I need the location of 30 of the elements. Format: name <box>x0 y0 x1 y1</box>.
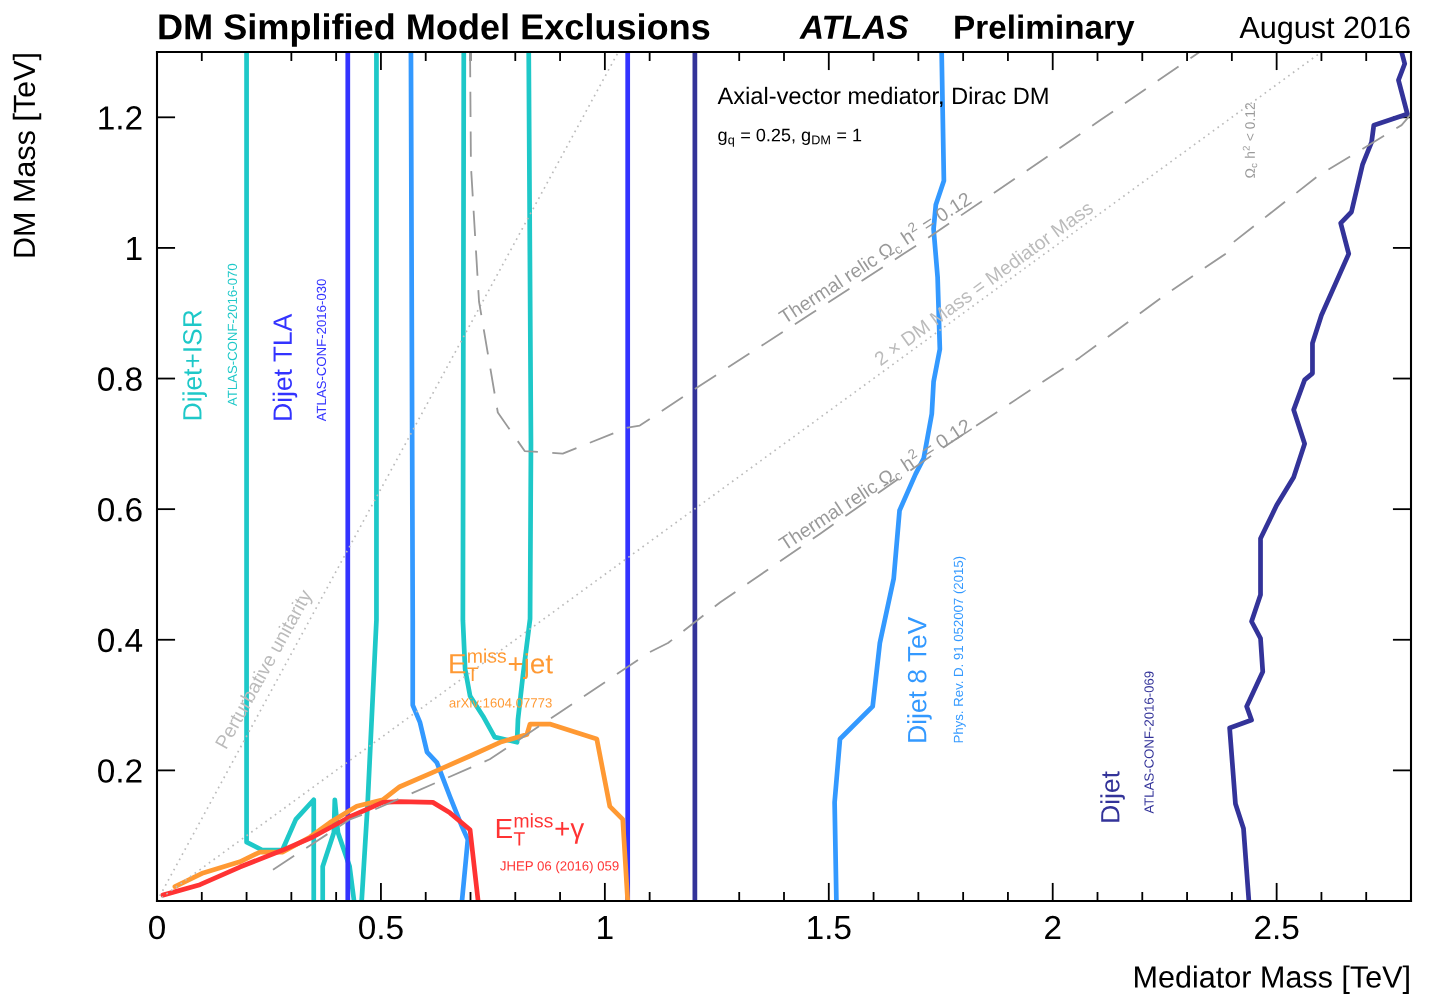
text: Dijet+ISR <box>182 310 207 420</box>
text: ATLAS <box>799 15 909 39</box>
y-tick-label: 0.4 <box>98 628 143 653</box>
x-tick-label: 1.5 <box>808 916 851 940</box>
y-tick-label: 0.6 <box>98 497 142 522</box>
text: Dijet 8 TeV <box>907 616 932 742</box>
text: E$^{miss}$$_{T}$+γ <box>496 813 585 846</box>
chart-title: DM Simplified Model Exclusions <box>159 13 710 47</box>
x-tick-label: 0 <box>149 915 165 940</box>
annotation: Phys. Rev. D. 91 052007 (2015) <box>953 556 966 743</box>
y-tick-label: 1.2 <box>99 106 142 130</box>
x-tick-label: 1 <box>598 916 613 940</box>
x-tick-label: 2.5 <box>1255 915 1299 940</box>
y-tick-label: 0.2 <box>98 759 142 783</box>
annotation: ATLAS-CONF-2016-070 <box>227 263 238 407</box>
x-tick-label: 2 <box>1045 915 1061 940</box>
annotation: JHEP 06 (2016) 059 <box>500 860 619 874</box>
y-axis-title: DM Mass [TeV] <box>12 54 42 257</box>
y-tick-label: 0.8 <box>98 367 142 391</box>
x-axis-title: Mediator Mass [TeV] <box>1135 965 1409 994</box>
text: Dijet TLA <box>272 313 298 420</box>
x-tick-label: 0.5 <box>359 915 403 940</box>
chart-subtitle: August 2016 <box>1239 16 1410 45</box>
annotation: g$_{q}$ = 0.25, g$_{DM}$ = 1 <box>718 128 862 147</box>
annotation: ATLAS-CONF-2016-069 <box>1144 671 1154 814</box>
annotation: Ω$_{c}$ h$^{2}$ < 0.12 <box>1242 103 1258 178</box>
annotation: ATLAS-CONF-2016-030 <box>316 279 327 422</box>
y-tick-label: 1 <box>127 237 142 260</box>
text: Preliminary <box>955 14 1135 46</box>
text: Dijet <box>1100 771 1125 822</box>
